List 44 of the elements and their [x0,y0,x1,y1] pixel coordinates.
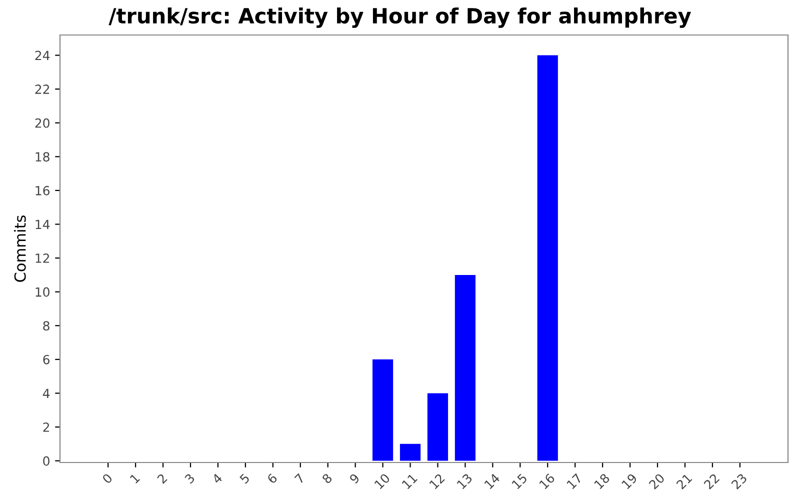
x-tick-label: 20 [648,472,666,490]
x-tick-label: 0 [102,472,113,484]
x-tick-label: 15 [511,473,528,490]
x-tick-label: 22 [703,473,720,490]
x-tick-label: 7 [294,473,305,484]
bar [537,55,558,461]
y-tick-label: 6 [43,354,50,364]
y-tick-label: 16 [36,186,50,196]
x-tick-label: 17 [566,473,582,490]
x-tick-label: 16 [538,472,556,490]
x-tick-label: 9 [348,473,360,484]
x-tick-label: 11 [402,473,418,490]
x-tick-label: 23 [730,473,748,490]
x-tick-label: 14 [484,472,500,490]
y-tick-label: 18 [36,152,50,162]
x-tick-label: 19 [621,473,638,490]
y-tick-label: 20 [35,118,50,128]
y-tick-label: 14 [36,220,50,229]
x-tick-label: 10 [374,472,390,490]
chart-title: /trunk/src: Activity by Hour of Day for ahumphrey [108,8,691,28]
y-axis-title: Commits [14,216,26,282]
y-tick-label: 24 [35,50,50,60]
x-tick-label: 6 [266,472,278,484]
bar [400,444,421,461]
bar [454,274,476,461]
y-tick-label: 12 [36,254,50,263]
y-tick-label: 8 [43,321,50,331]
x-tick-label: 5 [239,473,250,484]
x-tick-label: 18 [594,472,610,490]
x-tick-label: 13 [456,473,473,490]
y-tick-label: 0 [43,456,50,466]
x-tick-label: 4 [212,472,223,484]
y-tick-label: 22 [35,84,50,94]
x-tick-label: 3 [184,473,196,484]
x-tick-label: 2 [156,473,168,484]
x-tick-label: 12 [428,473,445,490]
bar [427,393,448,461]
y-tick-label: 10 [36,287,50,297]
x-tick-label: 8 [322,472,333,484]
bar [372,359,394,461]
y-tick-label: 4 [42,388,50,398]
y-tick-label: 2 [43,422,50,432]
x-tick-label: 1 [130,473,140,484]
x-tick-label: 21 [676,473,692,490]
